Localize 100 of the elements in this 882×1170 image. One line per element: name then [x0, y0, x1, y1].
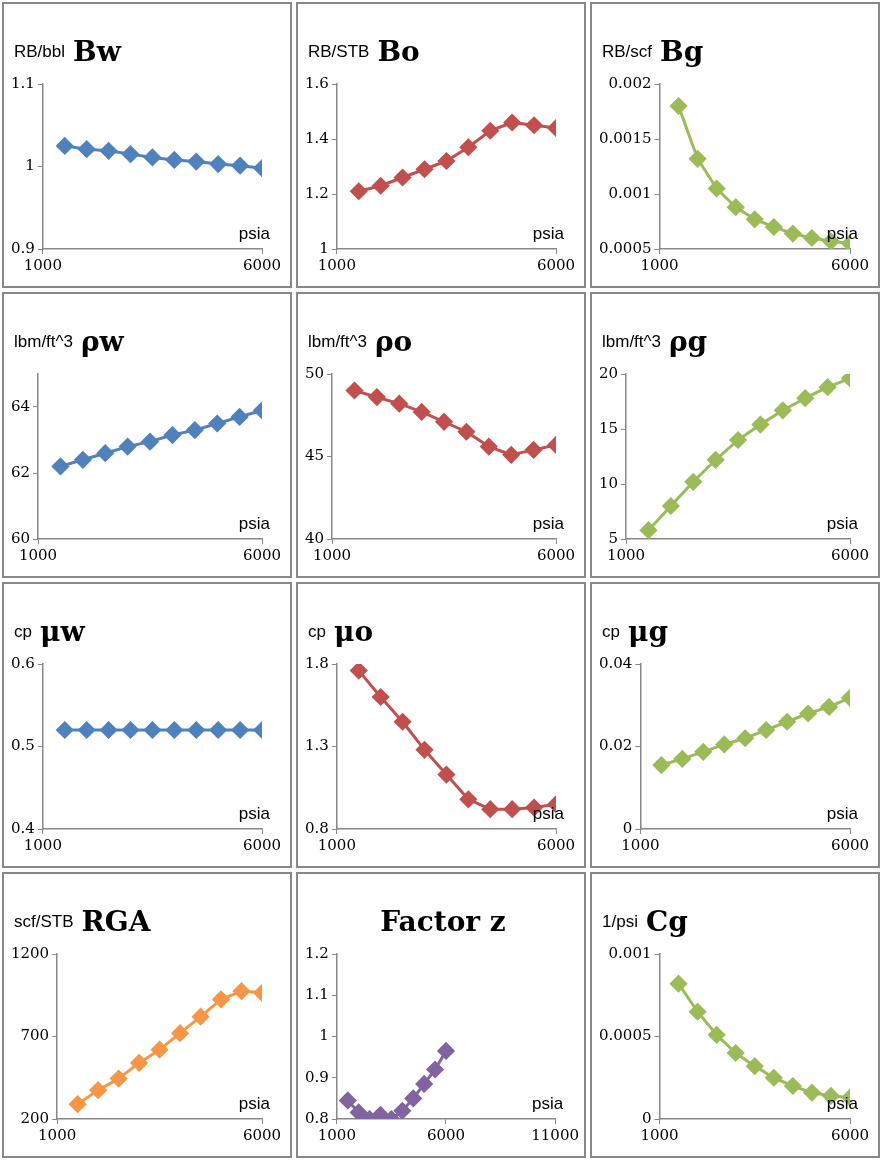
point: [372, 1106, 390, 1119]
point: [694, 743, 712, 761]
point: [151, 1041, 169, 1059]
point: [503, 800, 521, 818]
x-tick-label: 1000: [38, 1125, 77, 1144]
y-tick-label: 0.0015: [598, 128, 652, 147]
x-tick-label: 6000: [536, 545, 576, 564]
chart-title: Bo: [377, 35, 420, 68]
y-axis-title: lbm/ft^3: [308, 332, 367, 352]
x-tick-label: 6000: [536, 835, 576, 854]
y-axis-title: cp: [14, 622, 32, 642]
y-axis-title: RB/scf: [602, 42, 653, 62]
point: [74, 451, 92, 469]
y-tick-label: 1.4: [305, 128, 329, 147]
y-tick-label: 1.1: [305, 985, 329, 1004]
y-tick-label: 1: [25, 156, 35, 175]
point: [372, 688, 390, 706]
y-tick-label: 0.6: [11, 653, 35, 672]
point: [78, 140, 96, 158]
point: [662, 497, 680, 515]
x-tick-label: 1000: [606, 545, 646, 564]
y-tick-label: 0.0005: [598, 1026, 652, 1045]
point: [435, 413, 453, 431]
point: [502, 446, 520, 464]
point: [457, 423, 475, 441]
point: [689, 1003, 707, 1021]
point: [122, 145, 140, 163]
chart-title: μo: [333, 615, 374, 648]
point: [796, 389, 814, 407]
y-tick-label: 62: [10, 462, 31, 481]
x-tick-label: 1000: [317, 255, 356, 274]
chart-title: Cg: [645, 905, 688, 938]
y-tick-label: 1.2: [305, 183, 329, 202]
y-tick-label: 0.5: [11, 736, 35, 755]
point: [803, 1084, 821, 1102]
y-tick-label: 200: [20, 1108, 50, 1127]
x-axis-title: psia: [238, 1094, 271, 1114]
x-axis-title: psia: [532, 804, 565, 824]
point: [100, 142, 118, 160]
point: [69, 1095, 87, 1113]
y-tick-label: 1.3: [305, 736, 329, 755]
point: [56, 137, 74, 155]
point: [165, 151, 183, 169]
point: [141, 433, 159, 451]
point: [652, 756, 670, 774]
x-axis-title: psia: [532, 514, 565, 534]
x-axis-title: psia: [826, 804, 859, 824]
x-tick-label: 1000: [317, 835, 356, 854]
x-tick-label: 6000: [830, 545, 870, 564]
y-tick-label: 0.9: [11, 238, 35, 257]
x-tick-label: 1000: [621, 835, 660, 854]
point: [350, 182, 368, 200]
point: [437, 152, 455, 170]
point: [525, 116, 543, 134]
x-axis-title: psia: [238, 224, 271, 244]
chart-title: Bg: [660, 35, 704, 68]
chart-title: ρg: [669, 325, 708, 358]
x-tick-label: 6000: [242, 835, 282, 854]
point: [339, 1091, 357, 1109]
x-tick-label: 6000: [536, 255, 576, 274]
x-tick-label: 11000: [531, 1125, 579, 1144]
y-tick-label: 10: [598, 473, 619, 492]
y-tick-label: 0.04: [598, 653, 633, 672]
y-tick-label: 0: [622, 818, 633, 837]
x-tick-label: 1000: [640, 1125, 679, 1144]
point: [746, 210, 764, 228]
y-tick-label: 50: [304, 363, 325, 382]
point: [163, 426, 181, 444]
point: [96, 444, 114, 462]
chart-title: ρw: [81, 325, 124, 358]
point: [350, 1103, 368, 1119]
x-axis-title: psia: [826, 224, 859, 244]
point: [708, 180, 726, 197]
point: [416, 741, 434, 759]
x-tick-label: 6000: [242, 1125, 282, 1144]
x-tick-label: 1000: [23, 835, 62, 854]
point: [481, 800, 499, 818]
y-tick-label: 0.02: [598, 736, 633, 755]
point: [459, 790, 477, 808]
point: [819, 378, 837, 396]
y-tick-label: 5: [608, 528, 619, 547]
point: [416, 160, 434, 178]
y-tick-label: 0.4: [11, 818, 35, 837]
x-axis-title: psia: [826, 1094, 859, 1114]
y-tick-label: 20: [598, 363, 619, 382]
point: [212, 990, 230, 1008]
y-axis-title: scf/STB: [14, 912, 74, 932]
point: [803, 229, 821, 247]
point: [231, 157, 249, 175]
chart-title: ρo: [375, 325, 413, 358]
point: [209, 155, 227, 173]
point: [707, 451, 725, 469]
point: [670, 97, 688, 115]
y-tick-label: 0.001: [608, 943, 652, 962]
y-tick-label: 700: [20, 1026, 50, 1045]
point: [413, 403, 431, 421]
point: [784, 225, 802, 243]
y-tick-label: 0.8: [305, 818, 329, 837]
point: [715, 735, 733, 753]
point: [187, 153, 205, 171]
